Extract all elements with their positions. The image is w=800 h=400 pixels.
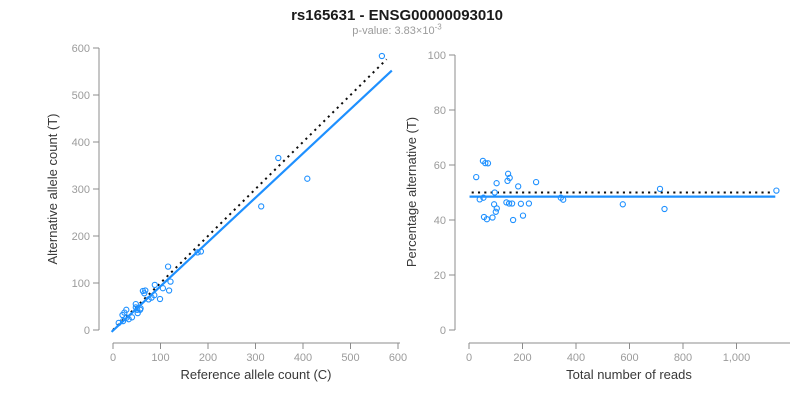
data-point <box>128 314 136 321</box>
data-point <box>167 278 174 285</box>
y-tick-label: 20 <box>434 270 446 282</box>
x-tick-label: 0 <box>110 352 116 364</box>
data-point <box>119 317 127 325</box>
data-point <box>492 208 499 215</box>
data-point <box>493 205 500 212</box>
x-axis-label: Reference allele count (C) <box>180 367 331 382</box>
y-tick-label: 600 <box>72 43 90 55</box>
x-tick-label: 0 <box>466 352 472 364</box>
data-point <box>619 201 626 208</box>
x-tick-label: 500 <box>341 352 359 364</box>
x-tick-label: 400 <box>294 352 312 364</box>
y-tick-label: 300 <box>72 184 90 196</box>
data-point <box>505 200 513 207</box>
data-point <box>519 212 527 219</box>
data-point <box>156 295 164 303</box>
data-point <box>489 214 496 221</box>
pvalue-exponent: -3 <box>434 22 442 32</box>
figure-title: rs165631 - ENSG00000093010 <box>291 7 503 24</box>
x-tick-label: 600 <box>389 352 407 364</box>
data-point <box>194 249 201 256</box>
y-tick-label: 400 <box>72 137 90 149</box>
x-tick-label: 100 <box>151 352 169 364</box>
data-point <box>773 187 780 194</box>
pvalue-text: p-value: 3.83×10 <box>352 25 435 37</box>
identity-line <box>112 58 388 331</box>
x-tick-label: 300 <box>246 352 264 364</box>
data-point <box>151 281 158 289</box>
data-point <box>560 196 567 203</box>
x-tick-label: 200 <box>513 352 531 364</box>
x-tick-label: 400 <box>567 352 585 364</box>
y-tick-label: 500 <box>72 90 90 102</box>
data-point <box>661 205 668 213</box>
x-axis-label: Total number of reads <box>566 367 692 382</box>
y-axis-label: Alternative allele count (T) <box>45 113 60 264</box>
data-point <box>141 290 148 297</box>
data-point <box>378 52 386 60</box>
figure-subtitle: p-value: 3.83×10-3 <box>0 22 794 37</box>
data-point <box>473 173 480 181</box>
y-tick-label: 40 <box>434 215 446 227</box>
y-tick-label: 100 <box>428 50 446 62</box>
x-tick-label: 800 <box>674 352 692 364</box>
data-point <box>258 203 265 210</box>
data-point <box>132 300 139 308</box>
data-point <box>483 216 491 223</box>
data-point <box>525 200 533 207</box>
y-tick-label: 0 <box>440 325 446 337</box>
data-point <box>159 285 167 292</box>
data-point <box>509 216 517 224</box>
fit-line <box>110 69 393 333</box>
x-tick-label: 200 <box>199 352 217 364</box>
data-point <box>504 177 511 185</box>
data-point <box>508 200 516 207</box>
data-point <box>197 248 205 255</box>
x-tick-label: 600 <box>620 352 638 364</box>
right-plot: 0 20 40 60 80 100 0 200 400 600 800 1,000 Total numb… <box>404 50 790 382</box>
data-point <box>476 196 483 203</box>
data-point <box>151 292 158 299</box>
data-point <box>484 160 492 167</box>
y-tick-label: 80 <box>434 105 446 117</box>
data-point <box>480 194 487 201</box>
data-point <box>137 305 144 312</box>
data-point <box>482 159 489 167</box>
left-plot: 0 100 200 300 400 500 600 0 100 200 300 400 500 600 Re… <box>45 43 407 382</box>
data-point <box>515 183 522 190</box>
x-tick-label: 1,000 <box>723 352 751 364</box>
data-point <box>517 200 525 207</box>
y-tick-label: 0 <box>84 325 90 337</box>
y-tick-label: 60 <box>434 160 446 172</box>
data-point <box>123 306 130 313</box>
data-point <box>165 287 173 294</box>
data-point <box>532 178 540 186</box>
y-axis-label: Percentage alternative (T) <box>404 117 419 267</box>
data-point <box>304 175 311 182</box>
data-point <box>656 185 664 193</box>
data-point <box>493 180 500 187</box>
data-point <box>491 189 498 196</box>
y-tick-label: 100 <box>72 278 90 290</box>
data-point <box>275 154 282 162</box>
data-point <box>142 287 149 294</box>
data-point <box>125 316 132 323</box>
y-tick-label: 200 <box>72 231 90 243</box>
data-point <box>164 263 172 270</box>
